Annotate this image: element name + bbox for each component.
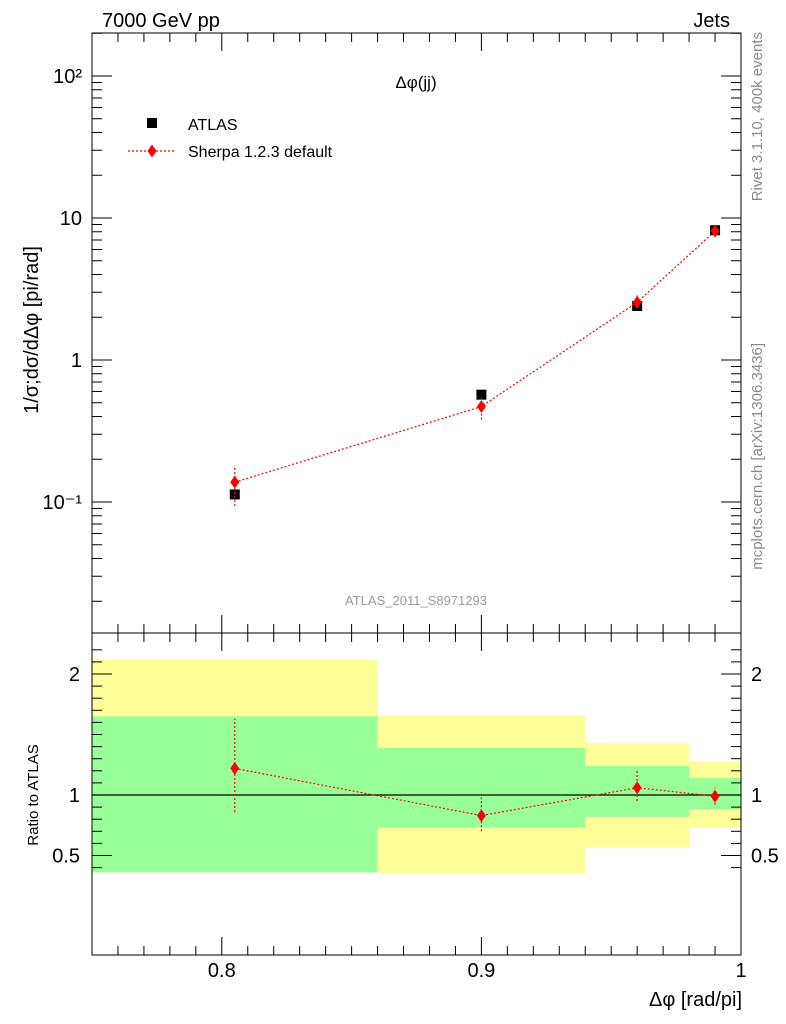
ratio-ytick-label-left: 0.5 <box>52 846 80 868</box>
analysis-watermark: ATLAS_2011_S8971293 <box>345 593 487 608</box>
legend-atlas-marker <box>147 118 157 128</box>
header-right: Jets <box>693 10 730 32</box>
atlas-data-point <box>229 489 240 500</box>
sherpa-ratio-line <box>234 767 716 817</box>
ratio-panel-marks <box>92 718 741 832</box>
sherpa-ratio-point <box>476 809 486 823</box>
legend: ATLAS Sherpa 1.2.3 default <box>128 117 333 161</box>
ratio-uncertainty-bands <box>92 659 741 874</box>
atlas-data-point <box>476 389 487 400</box>
header-left: 7000 GeV pp <box>102 10 220 32</box>
legend-sherpa-marker <box>147 144 157 158</box>
sherpa-ratio-point <box>632 781 642 795</box>
x-axis-label: Δφ [rad/pi] <box>649 989 742 1011</box>
main-panel-marks <box>229 224 721 506</box>
sherpa-data-point <box>476 400 486 414</box>
main-ytick-label: 10⁻¹ <box>43 492 83 514</box>
sherpa-data-point <box>710 224 720 238</box>
ratio-xtick-label: 0.9 <box>467 960 495 982</box>
sherpa-line <box>234 230 716 483</box>
main-ytick-label: 10² <box>53 66 82 88</box>
main-panel-frame: 10⁻¹ 1 10 10² <box>43 32 742 634</box>
legend-sherpa-label: Sherpa 1.2.3 default <box>188 144 333 161</box>
ratio-xtick-label: 0.8 <box>208 960 236 982</box>
sherpa-data-point <box>230 475 240 489</box>
main-ytick-label: 10 <box>60 208 82 230</box>
legend-atlas-label: ATLAS <box>188 117 238 134</box>
main-ytick-label: 1 <box>71 350 82 372</box>
plot-title: Δφ(jj) <box>395 73 436 92</box>
sherpa-data-point <box>632 295 642 309</box>
ratio-xtick-label: 1 <box>735 960 746 982</box>
ratio-ytick-label-right: 0.5 <box>751 846 779 868</box>
rivet-info: Rivet 3.1.10, 400k events <box>749 32 766 201</box>
ratio-plot-frame <box>91 632 742 956</box>
ratio-ytick-label-right: 2 <box>751 664 762 686</box>
ratio-ytick-label-left: 2 <box>69 664 80 686</box>
sherpa-ratio-point <box>710 789 720 803</box>
sherpa-ratio-point <box>230 761 240 775</box>
main-ylabel: 1/σ;dσ/dΔφ [pi/rad] <box>21 246 43 414</box>
mcplots-info: mcplots.cern.ch [arXiv:1306.3436] <box>749 343 766 570</box>
ratio-ylabel: Ratio to ATLAS <box>25 744 42 845</box>
ratio-ytick-label-left: 1 <box>69 785 80 807</box>
ratio-ytick-label-right: 1 <box>751 785 762 807</box>
ratio-panel-frame: 0.8 0.9 1 0.5 0.5 1 1 2 2 <box>52 632 779 982</box>
chart-labels: 7000 GeV pp Jets Δφ(jj) ATLAS_2011_S8971… <box>21 10 766 1011</box>
